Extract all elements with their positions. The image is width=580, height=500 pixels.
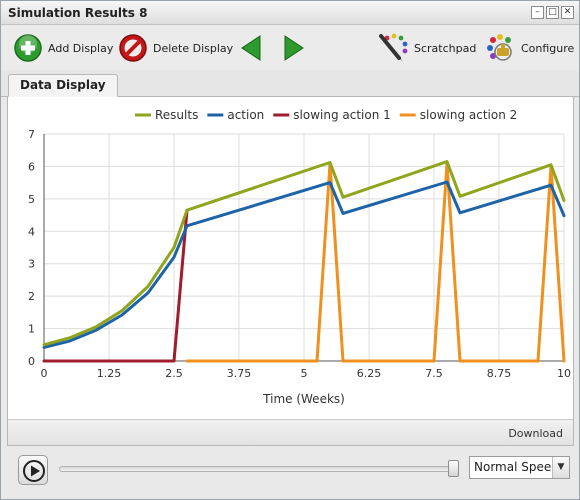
tab-data-display[interactable]: Data Display — [8, 74, 118, 97]
configure-label: Configure — [521, 41, 575, 55]
legend-label[interactable]: action — [227, 108, 264, 122]
toolbar: Add Display Delete Display — [1, 26, 579, 70]
x-tick-label: 10 — [557, 367, 571, 380]
window-controls: – □ ✕ — [531, 6, 574, 19]
y-tick-label: 6 — [28, 160, 35, 173]
line-chart: 0 1.25 2.5 3.75 5 6.25 7.5 8.75 10 0 1 2 3 4 5 6 7 Resul… — [28, 108, 571, 406]
palette-cog-icon — [487, 34, 512, 61]
x-tick-label: 5 — [301, 367, 308, 380]
next-display-button[interactable] — [283, 32, 305, 64]
y-tick-label: 3 — [28, 258, 35, 271]
minimize-icon[interactable]: – — [531, 6, 544, 19]
playback-bar: Normal Speed ▼ — [1, 447, 579, 499]
time-slider-thumb[interactable] — [448, 460, 459, 477]
pencil-palette-icon — [379, 33, 408, 62]
y-tick-label: 0 — [28, 355, 35, 368]
x-tick-label: 7.5 — [425, 367, 443, 380]
x-tick-label: 3.75 — [227, 367, 252, 380]
series-line-action — [42, 180, 566, 349]
series-line-slowing-action-1 — [42, 208, 189, 363]
speed-select[interactable]: Normal Speed ▼ — [469, 456, 570, 479]
no-entry-icon — [119, 34, 147, 62]
arrow-left-icon — [241, 35, 261, 61]
y-tick-label: 4 — [28, 225, 35, 238]
chart-lines — [42, 160, 566, 363]
window-title: Simulation Results 8 — [8, 6, 148, 20]
chart-axes: 0 1.25 2.5 3.75 5 6.25 7.5 8.75 10 0 1 2 3 4 5 6 7 — [28, 128, 571, 380]
close-icon[interactable]: ✕ — [561, 6, 574, 19]
series-line-results — [42, 160, 566, 347]
x-tick-label: 8.75 — [487, 367, 512, 380]
y-tick-label: 2 — [28, 290, 35, 303]
x-axis-label: Time (Weeks) — [262, 392, 345, 406]
download-button[interactable]: Download — [508, 427, 563, 440]
time-slider-track[interactable] — [59, 466, 459, 472]
legend-label[interactable]: slowing action 1 — [293, 108, 391, 122]
scratchpad-label: Scratchpad — [414, 41, 477, 55]
configure-button[interactable]: Configure — [484, 32, 574, 64]
play-icon — [23, 460, 45, 482]
add-display-button[interactable]: Add Display — [13, 32, 113, 64]
x-tick-label: 2.5 — [165, 367, 183, 380]
play-button[interactable] — [18, 455, 48, 485]
title-bar[interactable]: Simulation Results 8 – □ ✕ — [1, 1, 579, 25]
chevron-down-icon[interactable]: ▼ — [552, 457, 569, 478]
x-tick-label: 0 — [41, 367, 48, 380]
panel-footer: Download — [8, 419, 573, 445]
y-tick-label: 5 — [28, 193, 35, 206]
previous-display-button[interactable] — [240, 32, 262, 64]
data-display-panel: 0 1.25 2.5 3.75 5 6.25 7.5 8.75 10 0 1 2 3 4 5 6 7 Resul… — [7, 97, 574, 446]
delete-display-label: Delete Display — [153, 41, 234, 55]
add-display-label: Add Display — [48, 41, 114, 55]
maximize-icon[interactable]: □ — [546, 6, 559, 19]
chart-grid — [43, 133, 565, 362]
x-tick-label: 1.25 — [97, 367, 122, 380]
y-tick-label: 1 — [28, 323, 35, 336]
arrow-right-icon — [284, 35, 304, 61]
series-line-slowing-action-2 — [185, 161, 566, 363]
tab-bar: Data Display — [1, 71, 579, 97]
legend-label[interactable]: Results — [155, 108, 198, 122]
x-tick-label: 6.25 — [357, 367, 382, 380]
plus-circle-icon — [14, 34, 42, 62]
chart-legend: Results action slowing action 1 slowing act… — [135, 108, 517, 122]
y-tick-label: 7 — [28, 128, 35, 141]
scratchpad-button[interactable]: Scratchpad — [377, 32, 476, 64]
legend-label[interactable]: slowing action 2 — [420, 108, 518, 122]
delete-display-button[interactable]: Delete Display — [118, 32, 233, 64]
speed-select-value: Normal Speed — [474, 460, 559, 474]
